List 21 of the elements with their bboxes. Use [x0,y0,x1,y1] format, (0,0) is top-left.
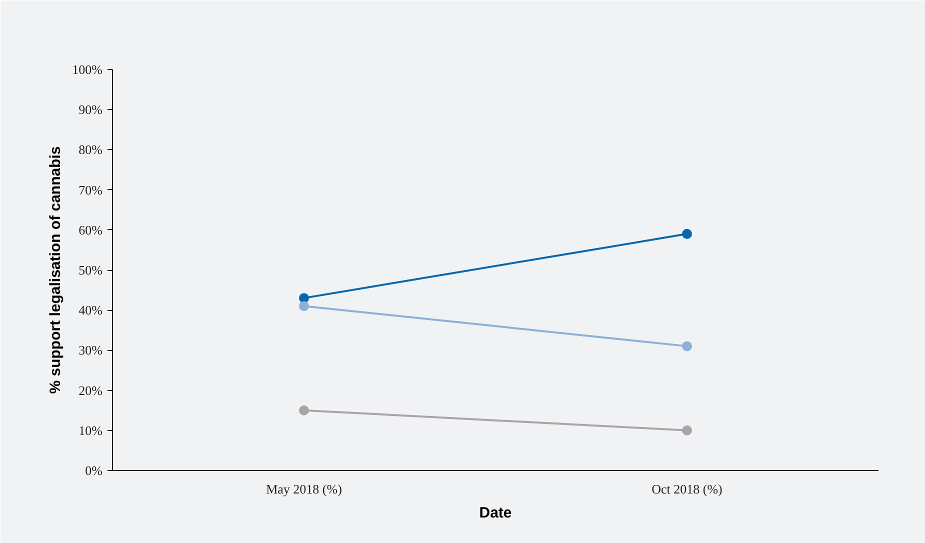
point [299,293,309,304]
point [682,425,692,436]
y-tick-label: 20% [78,382,103,398]
y-tick-label: 80% [78,142,103,158]
y-tick-label: 30% [78,342,103,358]
point [299,405,309,416]
y-tick-label: 70% [78,182,103,198]
y-tick-label: 40% [78,302,103,318]
point [682,341,692,352]
point [299,301,309,312]
y-tick-label: 100% [72,62,103,77]
x-tick-label: May 2018 (%) [266,482,342,496]
y-tick-label: 60% [78,222,103,238]
y-tick-label: 0% [85,463,103,478]
point [682,228,692,239]
y-axis-title: % support legalisation of cannabis [47,146,64,394]
y-tick-label: 10% [78,422,103,438]
y-tick-label: 90% [78,102,103,118]
y-tick-label: 50% [78,262,103,278]
x-tick-label: Oct 2018 (%) [652,482,722,496]
x-axis-title: Date [479,504,512,522]
